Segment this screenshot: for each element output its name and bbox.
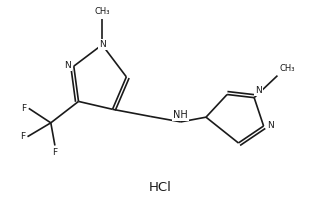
Text: N: N <box>267 122 273 130</box>
Text: N: N <box>64 61 71 70</box>
Text: HCl: HCl <box>149 181 172 194</box>
Text: CH₃: CH₃ <box>95 7 110 16</box>
Text: NH: NH <box>173 110 188 120</box>
Text: F: F <box>20 132 25 141</box>
Text: N: N <box>99 40 106 49</box>
Text: N: N <box>255 86 262 95</box>
Text: CH₃: CH₃ <box>279 64 295 73</box>
Text: F: F <box>21 104 26 113</box>
Text: F: F <box>52 148 58 157</box>
